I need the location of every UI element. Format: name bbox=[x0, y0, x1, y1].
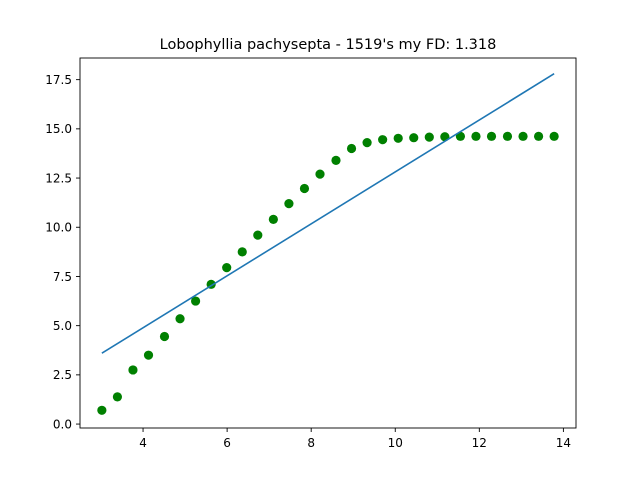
x-tick-label: 4 bbox=[139, 436, 147, 450]
data-point bbox=[486, 131, 497, 141]
plot-frame bbox=[79, 57, 577, 429]
y-tick-label: 15.0 bbox=[45, 122, 72, 136]
data-point bbox=[409, 133, 419, 143]
data-point bbox=[315, 169, 325, 179]
y-tick-label: 0.0 bbox=[53, 417, 72, 431]
data-point bbox=[190, 296, 201, 306]
x-tick-label: 10 bbox=[388, 436, 403, 450]
x-tick-label: 12 bbox=[472, 436, 487, 450]
data-point bbox=[471, 131, 481, 141]
data-point bbox=[299, 183, 310, 194]
data-point bbox=[518, 131, 528, 141]
y-axis-ticks: 0.0 2.5 5.0 7.5 10.0 12.5 15.0 17.5 bbox=[45, 73, 80, 431]
data-point bbox=[143, 350, 154, 360]
data-point bbox=[346, 143, 357, 154]
x-axis-ticks: 4 6 8 10 12 14 bbox=[139, 428, 571, 450]
data-point bbox=[455, 131, 466, 141]
data-point bbox=[128, 365, 138, 375]
data-point bbox=[393, 133, 403, 143]
data-point bbox=[549, 131, 559, 141]
data-point bbox=[362, 138, 372, 148]
data-point bbox=[533, 131, 544, 141]
fit-line bbox=[101, 73, 555, 354]
data-point bbox=[253, 230, 263, 240]
plot-area bbox=[80, 58, 576, 428]
data-point bbox=[159, 331, 170, 342]
y-tick-label: 5.0 bbox=[53, 319, 72, 333]
data-point bbox=[502, 131, 513, 141]
data-point bbox=[331, 155, 341, 165]
data-point bbox=[97, 405, 107, 415]
y-tick-label: 2.5 bbox=[53, 368, 72, 382]
data-point bbox=[284, 199, 294, 209]
y-tick-label: 10.0 bbox=[45, 221, 72, 235]
x-tick-label: 6 bbox=[223, 436, 231, 450]
x-tick-label: 8 bbox=[307, 436, 315, 450]
data-point bbox=[222, 263, 232, 273]
data-point bbox=[112, 392, 123, 402]
data-point bbox=[424, 132, 434, 142]
plot-marks bbox=[97, 73, 559, 415]
data-point bbox=[175, 314, 185, 324]
data-point bbox=[237, 247, 247, 257]
y-tick-label: 12.5 bbox=[45, 171, 72, 185]
x-tick-label: 14 bbox=[556, 436, 571, 450]
chart-title: Lobophyllia pachysepta - 1519's my FD: 1… bbox=[160, 37, 497, 53]
data-point bbox=[268, 214, 278, 224]
y-tick-label: 17.5 bbox=[45, 73, 72, 87]
data-point bbox=[378, 135, 388, 145]
y-tick-label: 7.5 bbox=[53, 270, 72, 284]
